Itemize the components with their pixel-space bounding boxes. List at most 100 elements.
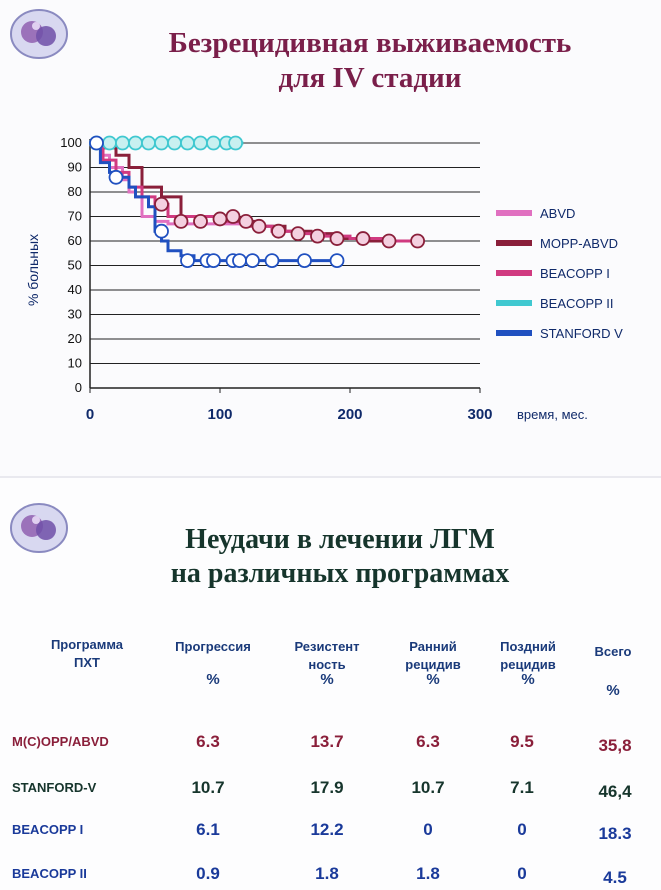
chart-legend: ABVD MOPP-ABVD BEACOPP I BEACOPP II STANFORD… [496, 198, 623, 348]
table-cell-value: 6.3 [416, 732, 440, 751]
y-tick-label: 0 [75, 380, 82, 395]
y-tick-label: 80 [68, 184, 82, 199]
table-header-unit: % [606, 682, 620, 699]
table-title: Неудачи в лечении ЛГМ на различных прогр… [90, 523, 590, 590]
censor-marker [128, 135, 143, 151]
table-cell-value: 0 [517, 820, 527, 839]
censor-marker [154, 135, 169, 151]
legend-label: STANFORD V [540, 325, 623, 341]
table-header-line1: Всего [594, 644, 632, 659]
censor-marker [225, 209, 241, 224]
table-cell-value: 9.5 [510, 732, 534, 751]
legend-swatch [496, 330, 532, 336]
y-axis-label: % больных [25, 234, 41, 306]
legend-swatch [496, 240, 532, 246]
survival-chart: 0 10 20 30 40 50 60 70 80 90 100 0 100 200 300 время, м… [25, 135, 588, 423]
table-row-program: STANFORD-V [12, 780, 97, 795]
x-tick-label: 200 [337, 406, 362, 423]
censor-marker [290, 226, 306, 242]
legend-item: STANFORD V [496, 318, 623, 348]
table-cell-value: 18.3 [598, 824, 632, 843]
legend-swatch [496, 270, 532, 276]
table-row-program: M(C)OPP/ABVD [12, 734, 109, 749]
y-tick-label: 50 [68, 258, 82, 273]
x-axis-label: время, мес. [517, 407, 588, 422]
table-cell-value: 1.8 [416, 864, 440, 883]
table-title-line-1: Неудачи в лечении ЛГМ [185, 524, 495, 555]
y-tick-label: 40 [68, 282, 82, 297]
censor-marker [310, 228, 325, 244]
table-cell-value: 6.3 [196, 732, 220, 751]
legend-item: ABVD [496, 198, 623, 228]
table-cell-value: 0 [423, 820, 433, 839]
table-header-unit: % [206, 671, 220, 688]
table-title-line-2: на различных программах [170, 557, 510, 589]
censor-marker [381, 233, 397, 249]
censor-marker [167, 135, 182, 151]
censor-marker [206, 135, 221, 151]
legend-item: MOPP-ABVD [496, 228, 623, 258]
censor-marker [193, 135, 208, 151]
y-tick-label: 10 [68, 356, 82, 371]
censor-marker [355, 231, 371, 246]
table-header-line2: ПХТ [74, 655, 100, 670]
censor-marker [154, 196, 169, 212]
table-cell-value: 46,4 [598, 782, 632, 801]
table-cell-value: 0.9 [196, 864, 220, 883]
table-cell-value: 10.7 [191, 778, 225, 797]
slide-survival: Безрецидивная выживаемость для IV стадии… [10, 9, 623, 423]
table-header-unit: % [521, 671, 535, 688]
censor-marker [206, 253, 221, 269]
y-tick-label: 30 [68, 307, 82, 322]
censor-marker [410, 233, 426, 249]
censor-marker [232, 253, 247, 269]
y-tick-label: 70 [68, 209, 82, 224]
x-tick-label: 300 [467, 406, 492, 423]
table-header-line2: рецидив [405, 657, 461, 672]
censor-marker [238, 213, 254, 229]
slide-title: Безрецидивная выживаемость для IV стадии [120, 26, 620, 96]
table-row-program: BEACOPP II [12, 866, 87, 881]
censor-marker [329, 231, 345, 246]
table-header-line1: Резистент [294, 639, 360, 654]
legend-label: MOPP-ABVD [540, 235, 619, 251]
cell-logo-icon [10, 503, 68, 553]
censor-marker [228, 135, 244, 151]
table-cell-value: 0 [517, 864, 527, 883]
table-header-line2: рецидив [500, 657, 556, 672]
legend-item: BEACOPP II [496, 288, 623, 318]
table-cell-value: 17.9 [310, 778, 344, 797]
legend-label: BEACOPP I [540, 265, 610, 281]
y-tick-label: 100 [60, 135, 82, 150]
table-cell-value: 1.8 [315, 864, 339, 883]
cell-logo-icon [10, 9, 68, 59]
legend-item: BEACOPP I [496, 258, 623, 288]
x-tick-label: 100 [207, 406, 232, 423]
censor-marker [264, 253, 280, 269]
table-cell-value: 35,8 [598, 736, 632, 755]
table-header-line1: Программа [50, 637, 124, 652]
table-cell-value: 4.5 [603, 868, 627, 887]
y-tick-label: 20 [68, 331, 82, 346]
table-header-unit: % [426, 671, 440, 688]
censor-marker [108, 169, 124, 185]
censor-marker [115, 135, 130, 151]
censor-marker [245, 253, 260, 269]
legend-swatch [496, 210, 532, 216]
censor-marker [329, 253, 345, 269]
slide-failures [0, 478, 661, 890]
censor-marker [297, 253, 312, 269]
legend-label: ABVD [540, 205, 576, 221]
x-tick-label: 0 [86, 406, 94, 423]
censor-marker [180, 253, 195, 269]
censor-marker [251, 218, 267, 234]
legend-swatch [496, 300, 532, 306]
legend-label: BEACOPP II [540, 295, 614, 311]
censor-marker [154, 223, 169, 239]
censor-marker [193, 213, 208, 229]
censor-marker [271, 223, 286, 239]
table-header-line1: Ранний [409, 639, 457, 654]
censor-marker [180, 135, 195, 151]
censor-marker [141, 135, 156, 151]
table-cell-value: 10.7 [411, 778, 445, 797]
